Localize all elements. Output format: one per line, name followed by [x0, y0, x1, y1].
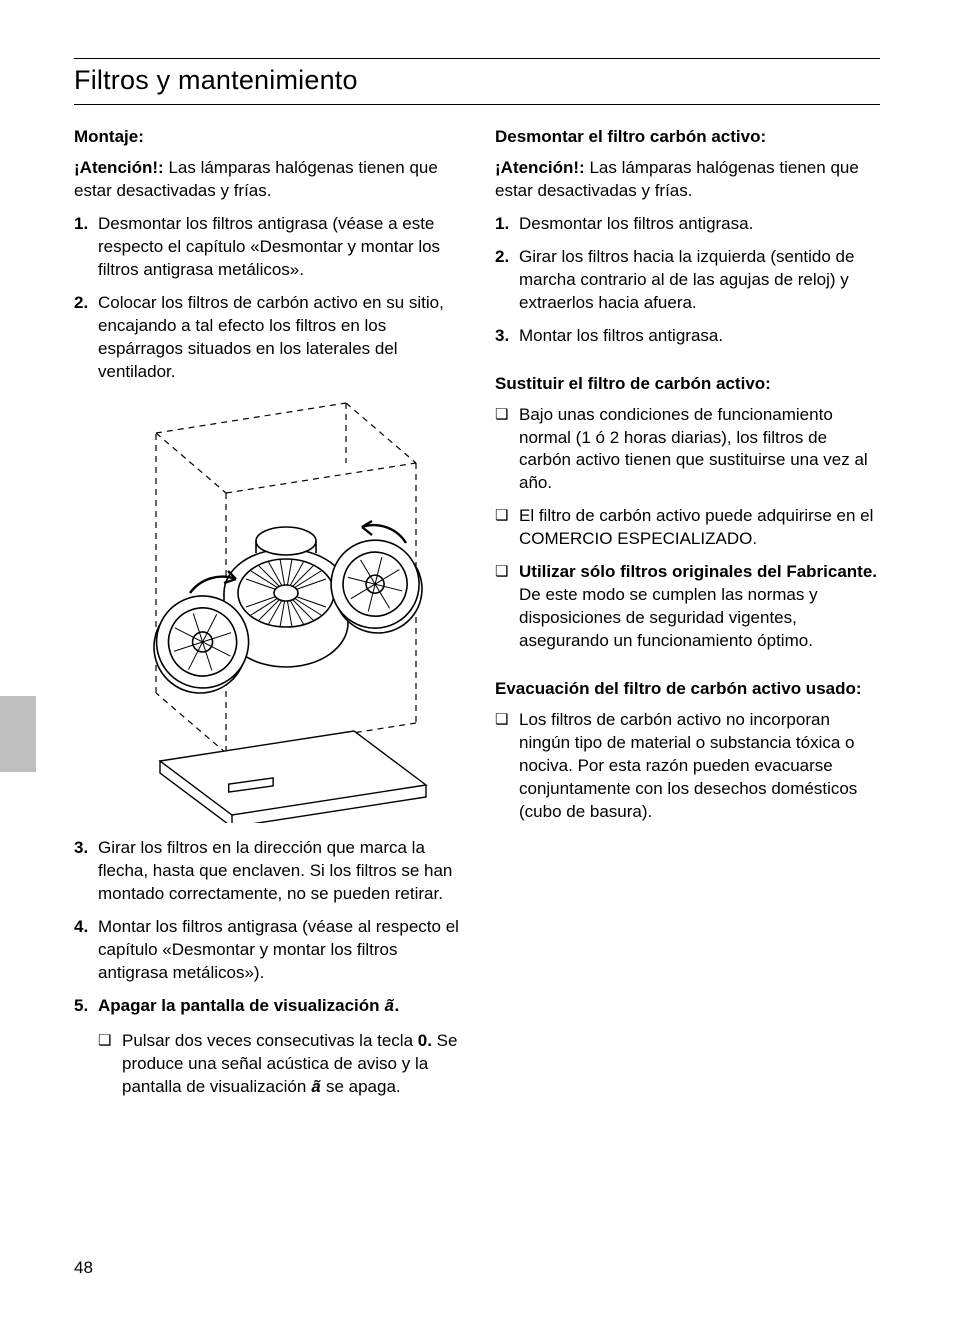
- sub-post: se apaga.: [321, 1077, 400, 1096]
- bullet-bold-lead: Utilizar sólo filtros originales del Fab…: [519, 562, 877, 581]
- step-text: Desmontar los filtros antigrasa.: [519, 213, 880, 236]
- step5-post: .: [394, 996, 399, 1015]
- step-number: 1.: [74, 213, 98, 236]
- bullet-rest: De este modo se cumplen las normas y dis…: [519, 585, 818, 650]
- list-item: ❏ El filtro de carbón activo puede adqui…: [495, 505, 880, 551]
- bullets-evacuacion: ❏ Los filtros de carbón activo no incorp…: [495, 709, 880, 824]
- bullet-icon: ❏: [495, 709, 519, 732]
- list-item: 2. Colocar los filtros de carbón activo …: [74, 292, 459, 384]
- list-item: 1. Desmontar los filtros antigrasa.: [495, 213, 880, 236]
- left-column: Montaje: ¡Atención!: Las lámparas halóge…: [74, 127, 459, 1111]
- step-text: Montar los filtros antigrasa (véase al r…: [98, 916, 459, 985]
- list-item: ❏ Los filtros de carbón activo no incorp…: [495, 709, 880, 824]
- list-item: 5. Apagar la pantalla de visualización ã…: [74, 995, 459, 1020]
- sub-text: Pulsar dos veces consecutivas la tecla 0…: [122, 1030, 459, 1101]
- step-number: 1.: [495, 213, 519, 236]
- steps-montaje-a: 1. Desmontar los filtros antigrasa (véas…: [74, 213, 459, 384]
- step-text: Girar los filtros hacia la izquierda (se…: [519, 246, 880, 315]
- step-number: 5.: [74, 995, 98, 1018]
- heading-sustituir: Sustituir el filtro de carbón activo:: [495, 374, 880, 394]
- list-item: 1. Desmontar los filtros antigrasa (véas…: [74, 213, 459, 282]
- page-tab-mark: [0, 696, 36, 772]
- list-item: 2. Girar los filtros hacia la izquierda …: [495, 246, 880, 315]
- list-item: ❏ Pulsar dos veces consecutivas la tecla…: [98, 1030, 459, 1101]
- list-item: 4. Montar los filtros antigrasa (véase a…: [74, 916, 459, 985]
- step-text: Girar los filtros en la dirección que ma…: [98, 837, 459, 906]
- list-item: 3. Girar los filtros en la dirección que…: [74, 837, 459, 906]
- list-item: ❏ Utilizar sólo filtros originales del F…: [495, 561, 880, 653]
- steps-desmontar: 1. Desmontar los filtros antigrasa. 2. G…: [495, 213, 880, 348]
- display-symbol-icon: ã: [384, 998, 394, 1017]
- bullet-icon: ❏: [495, 404, 519, 427]
- list-item: 3. Montar los filtros antigrasa.: [495, 325, 880, 348]
- bullet-text: Los filtros de carbón activo no incorpor…: [519, 709, 880, 824]
- warning-label: ¡Atención!:: [74, 158, 164, 177]
- step-text: Apagar la pantalla de visualización ã.: [98, 995, 459, 1020]
- warning-left: ¡Atención!: Las lámparas halógenas tiene…: [74, 157, 459, 203]
- page-number: 48: [74, 1258, 93, 1278]
- key-zero: 0.: [418, 1031, 432, 1050]
- step5-pre: Apagar la pantalla de visualización: [98, 996, 384, 1015]
- bullet-icon: ❏: [495, 561, 519, 584]
- step-number: 2.: [74, 292, 98, 315]
- step-number: 3.: [74, 837, 98, 860]
- step-text: Colocar los filtros de carbón activo en …: [98, 292, 459, 384]
- filter-assembly-figure: [96, 393, 436, 823]
- bullet-icon: ❏: [98, 1030, 122, 1053]
- display-symbol-icon: ã: [311, 1079, 321, 1098]
- step5-sublist: ❏ Pulsar dos veces consecutivas la tecla…: [74, 1030, 459, 1101]
- list-item: ❏ Bajo unas condiciones de funcionamient…: [495, 404, 880, 496]
- heading-desmontar: Desmontar el filtro carbón activo:: [495, 127, 880, 147]
- content-columns: Montaje: ¡Atención!: Las lámparas halóge…: [74, 127, 880, 1111]
- bullet-text: El filtro de carbón activo puede adquiri…: [519, 505, 880, 551]
- sub-pre: Pulsar dos veces consecutivas la tecla: [122, 1031, 418, 1050]
- step-text: Desmontar los filtros antigrasa (véase a…: [98, 213, 459, 282]
- warning-right: ¡Atención!: Las lámparas halógenas tiene…: [495, 157, 880, 203]
- title-bar: Filtros y mantenimiento: [74, 58, 880, 105]
- bullets-sustituir: ❏ Bajo unas condiciones de funcionamient…: [495, 404, 880, 653]
- bullet-text: Utilizar sólo filtros originales del Fab…: [519, 561, 880, 653]
- right-column: Desmontar el filtro carbón activo: ¡Aten…: [495, 127, 880, 1111]
- step-text: Montar los filtros antigrasa.: [519, 325, 880, 348]
- bullet-icon: ❏: [495, 505, 519, 528]
- heading-montaje: Montaje:: [74, 127, 459, 147]
- step-number: 4.: [74, 916, 98, 939]
- step-number: 3.: [495, 325, 519, 348]
- heading-evacuacion: Evacuación del filtro de carbón activo u…: [495, 679, 880, 699]
- warning-label: ¡Atención!:: [495, 158, 585, 177]
- step-number: 2.: [495, 246, 519, 269]
- page-title: Filtros y mantenimiento: [74, 65, 880, 96]
- steps-montaje-b: 3. Girar los filtros en la dirección que…: [74, 837, 459, 1020]
- bullet-text: Bajo unas condiciones de funcionamiento …: [519, 404, 880, 496]
